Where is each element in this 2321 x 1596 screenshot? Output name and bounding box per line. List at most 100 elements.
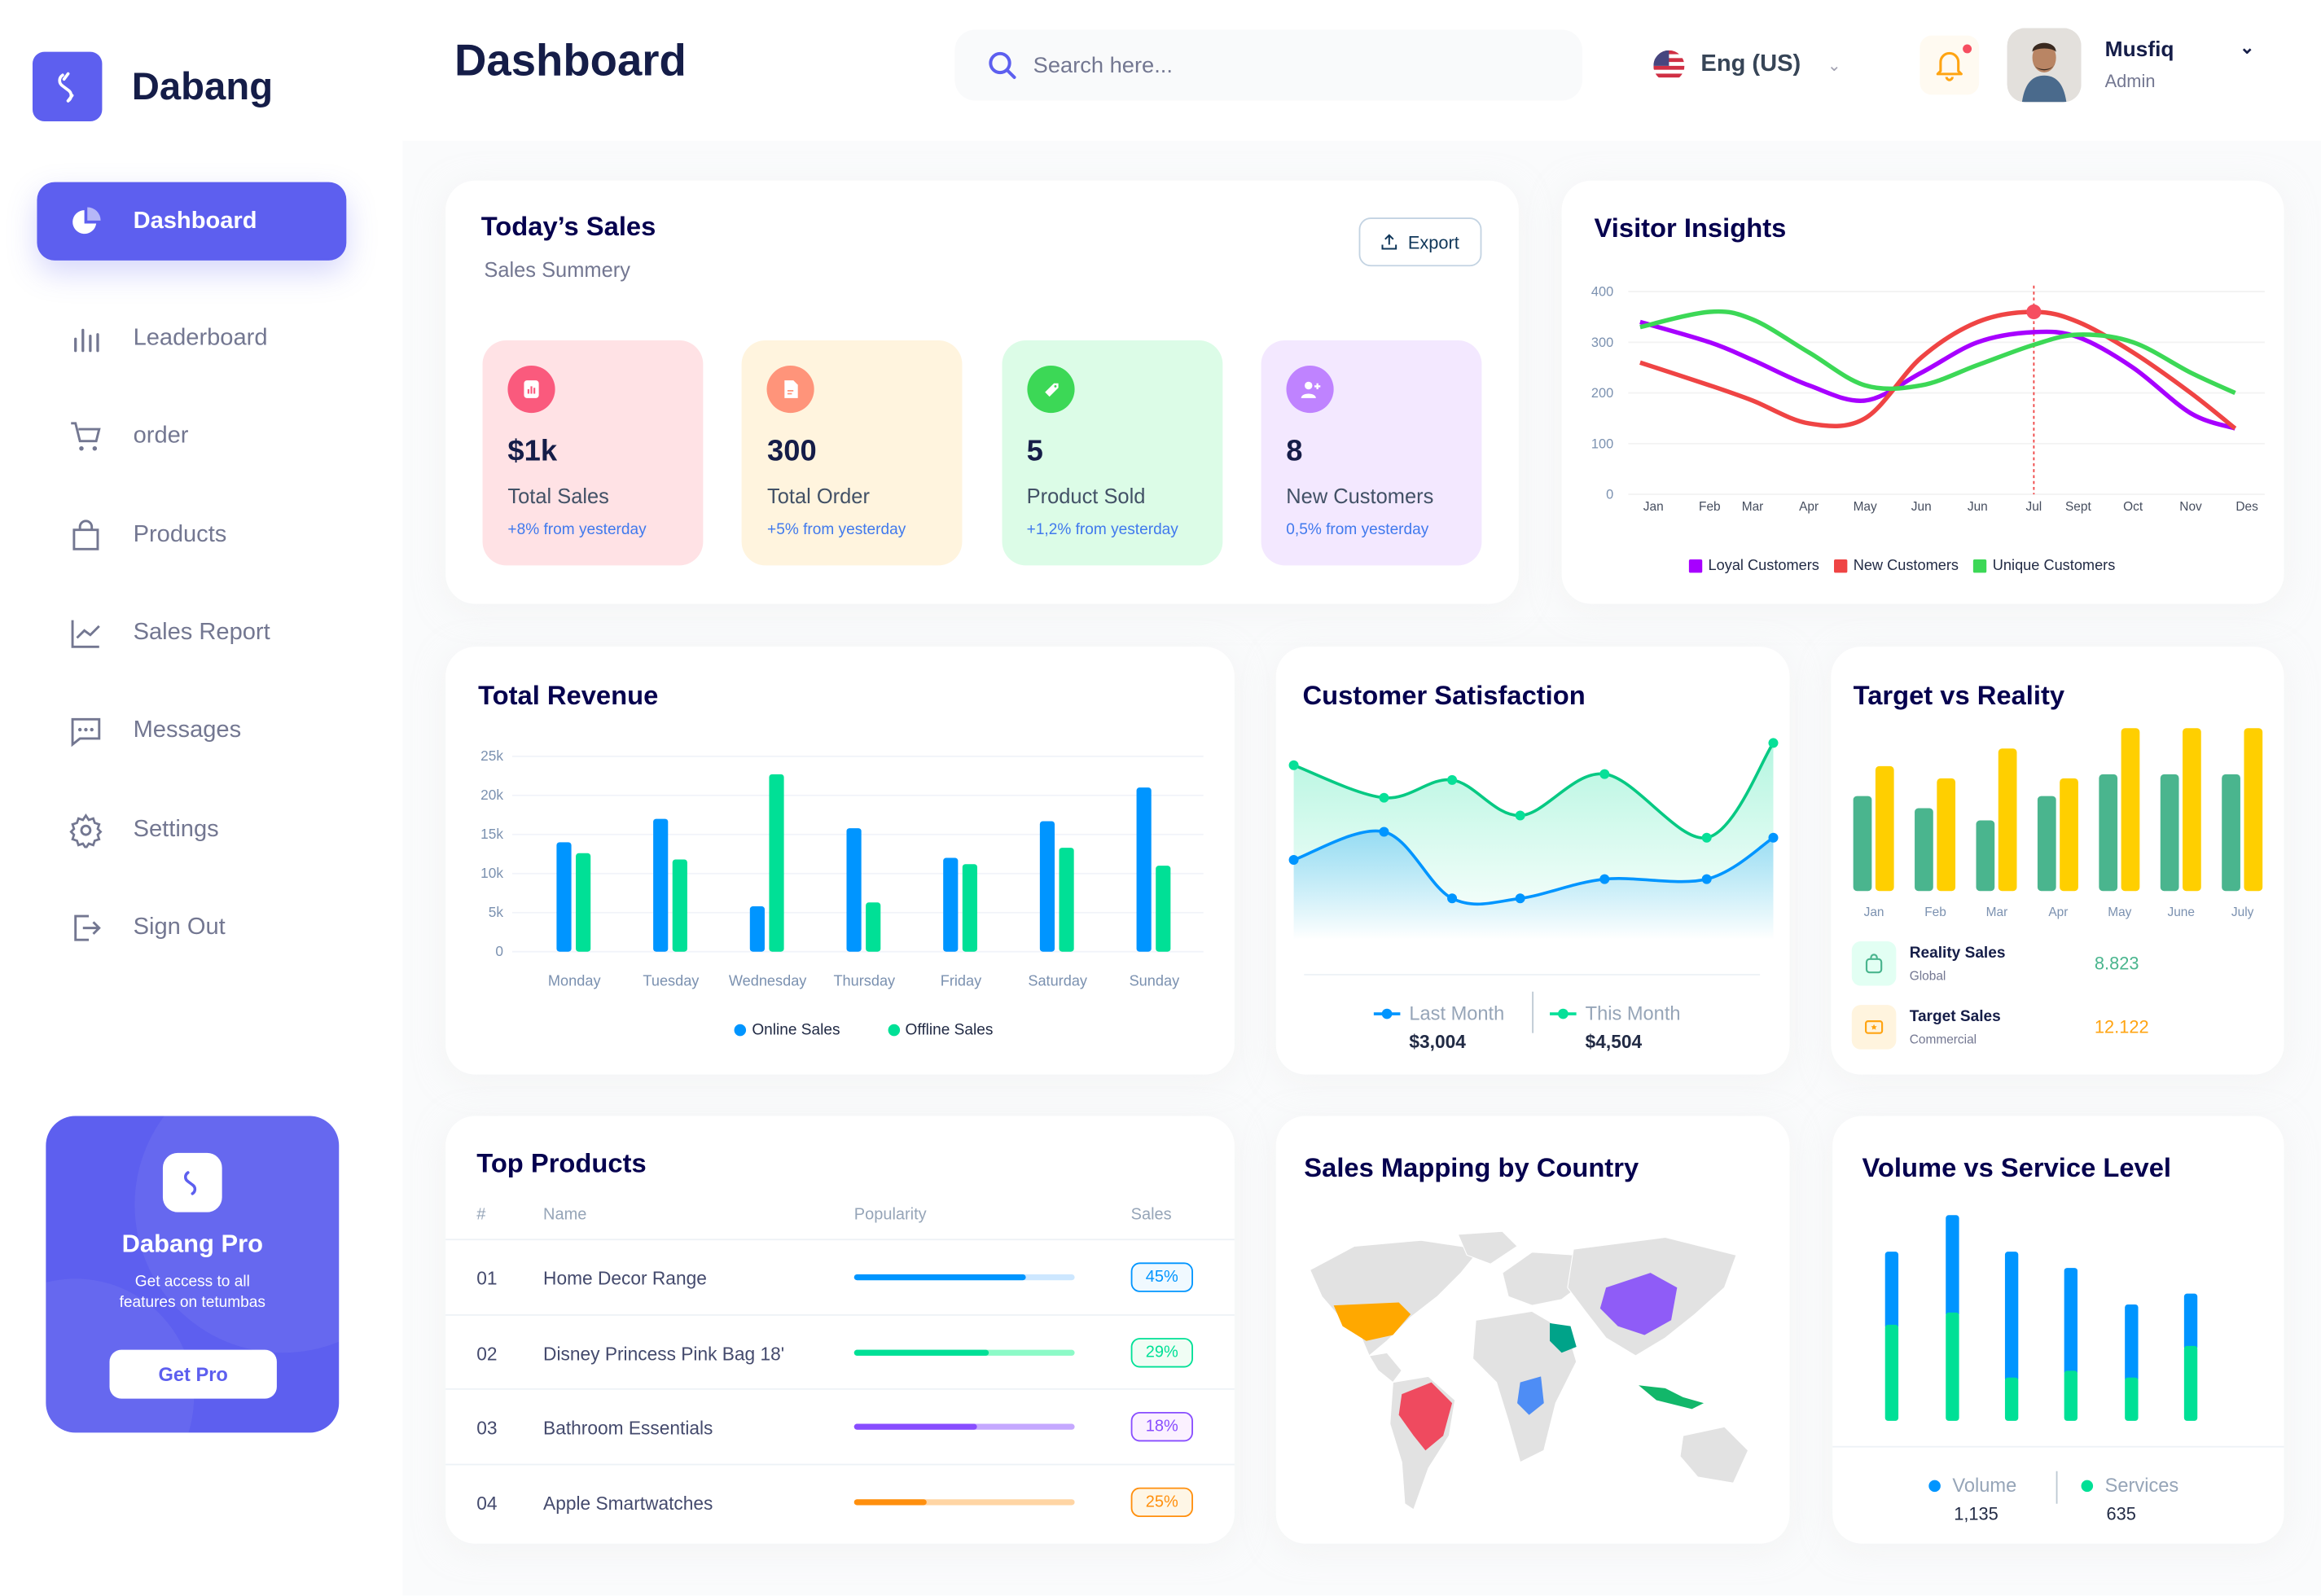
world-map [1309,1230,1749,1510]
y-tick-label: 300 [1591,335,1613,350]
legend-swatch [1973,559,1987,573]
get-pro-button[interactable]: Get Pro [109,1349,277,1399]
bar-online-sales [653,818,669,952]
legend-item[interactable]: Online Sales [734,1021,840,1039]
map-saudi-arabia [1550,1322,1577,1353]
sidebar-item-settings[interactable]: Settings [37,791,346,869]
user-menu-chevron-icon[interactable]: ⌄ [2240,37,2255,58]
stat-card-product-sold: 5 Product Sold +1,2% from yesterday [1001,340,1222,566]
row-label: Reality Sales [1909,944,2006,962]
stat-value: $1k [507,435,558,468]
data-point [1599,874,1610,884]
x-tick-label: Mar [1986,905,2008,919]
data-point [1701,832,1712,843]
export-button[interactable]: Export [1358,217,1482,267]
notification-button[interactable] [1920,35,1980,95]
legend-label: Unique Customers [1992,558,2116,575]
sidebar-item-leaderboard[interactable]: Leaderboard [37,299,346,377]
logo-icon[interactable] [32,51,103,122]
legend-label: Loyal Customers [1708,558,1819,575]
data-point [1768,832,1779,843]
bar-offline-sales [962,864,977,952]
map-indonesia [1639,1385,1705,1410]
data-point [1515,810,1525,821]
legend-line-blue-icon [1373,1007,1401,1019]
visitor-insights-title: Visitor Insights [1594,213,1787,243]
sidebar-item-label: Sales Report [133,619,270,645]
series-line-loyal-customers [1639,319,2236,431]
language-selector[interactable]: Eng (US) ⌄ [1653,49,1860,81]
bar-services [1884,1324,1899,1421]
sidebar-item-sign-out[interactable]: Sign Out [37,888,346,967]
visitor-insights-legend: Loyal Customers New Customers Unique Custo… [1688,558,2115,575]
sidebar-item-label: Dashboard [133,208,257,234]
x-tick-label: Jan [1643,500,1664,514]
sidebar-item-sales-report[interactable]: Sales Report [37,594,346,672]
target-vs-reality-title: Target vs Reality [1853,681,2065,711]
sidebar-item-order[interactable]: order [37,397,346,475]
search-input[interactable]: Search here... [954,29,1583,101]
customer-satisfaction-chart [1288,738,1779,940]
sidebar-item-label: Settings [133,816,219,842]
legend-divider [2056,1471,2058,1504]
bar-volume [1884,1252,1899,1330]
pro-text-2: features on tetumbas [119,1293,265,1312]
chevron-down-icon: ⌄ [1827,56,1841,75]
message-icon [68,712,104,748]
bar-offline-sales [672,859,687,952]
x-tick-label: Wednesday [729,973,807,989]
todays-sales-subtitle: Sales Summery [484,257,630,282]
pro-promo-card: Dabang Pro Get access to all features on… [46,1116,340,1433]
volume-value: 1,135 [1954,1503,1999,1525]
table-row[interactable]: 01 Home Decor Range 45% [445,1239,1235,1314]
data-point [1379,792,1389,803]
bar-reality-sales [2222,774,2240,892]
services-label: Services [2104,1474,2179,1497]
sidebar-item-label: Messages [133,717,242,743]
data-point [1379,826,1389,837]
volume-dot-icon [1928,1479,1941,1492]
bar-reality-sales [2099,774,2118,892]
legend-item[interactable]: New Customers [1834,558,1959,574]
bar-offline-sales [1156,866,1171,952]
y-tick-label: 10k [480,865,503,881]
legend-services: Services [2081,1474,2179,1497]
sidebar-item-dashboard[interactable]: Dashboard [37,182,347,261]
x-tick-label: Sunday [1130,973,1181,989]
sidebar-item-products[interactable]: Products [37,496,346,574]
page-title: Dashboard [454,37,687,86]
product-name: Home Decor Range [543,1268,707,1290]
column-header-name: Name [543,1206,587,1225]
legend-item[interactable]: Unique Customers [1973,558,2115,574]
cart-icon [68,418,104,454]
stat-delta: +1,2% from yesterday [1026,520,1178,539]
bar-volume [2004,1252,2019,1383]
x-tick-label: Mar [1742,500,1764,514]
line-chart-icon [68,615,104,651]
map-central-america [1368,1352,1402,1383]
x-tick-label: June [2167,905,2194,919]
table-row[interactable]: 04 Apple Smartwatches 25% [445,1463,1235,1540]
stat-card-new-customers: 8 New Customers 0,5% from yesterday [1261,340,1482,566]
bar-online-sales [846,828,862,952]
row-value: 12.122 [2094,1016,2149,1038]
legend-dot [887,1024,900,1037]
bar-services [2004,1377,2019,1421]
sidebar-item-label: Products [133,521,227,547]
bar-online-sales [943,857,959,952]
avatar[interactable] [2007,28,2082,103]
column-header-popularity: Popularity [853,1206,927,1225]
stat-card-total-order: 300 Total Order +5% from yesterday [742,340,963,566]
x-tick-label: Friday [941,973,982,989]
shopping-bag-icon [68,517,104,553]
data-point [1701,874,1712,884]
table-row[interactable]: 03 Bathroom Essentials 18% [445,1388,1235,1465]
legend-item[interactable]: Offline Sales [887,1021,993,1039]
data-point [1768,738,1779,748]
sidebar-item-messages[interactable]: Messages [37,691,346,770]
popularity-fill [853,1274,1026,1281]
legend-item[interactable]: Loyal Customers [1688,558,1819,575]
table-row[interactable]: 02 Disney Princess Pink Bag 18' 29% [445,1313,1235,1389]
x-tick-label: July [2231,905,2254,919]
sales-badge: 18% [1130,1412,1193,1443]
